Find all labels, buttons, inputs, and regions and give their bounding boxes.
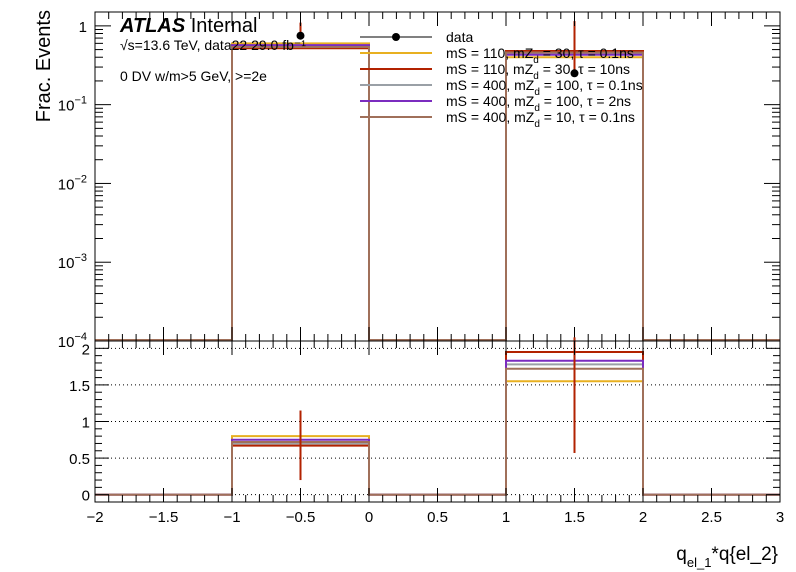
- legend-label-4: mS = 400, mZd = 100, τ = 2ns: [446, 93, 631, 114]
- x-axis-title: qel_1*q{el_2}: [676, 544, 778, 570]
- ratio-xtick-label-2: −1: [223, 509, 240, 526]
- atlas-label: ATLAS Internal: [119, 15, 257, 37]
- legend-label-sub: d: [534, 87, 540, 98]
- legend-label-main: mS = 110, mZ: [446, 61, 534, 77]
- legend-label-5: mS = 400, mZd = 10, τ = 0.1ns: [446, 109, 635, 130]
- ratio-xtick-label-6: 1: [502, 509, 510, 526]
- legend-label-main: mS = 400, mZ: [446, 77, 535, 93]
- ratio-ytick-label-1: 0.5: [69, 451, 90, 468]
- atlas-word: ATLAS: [119, 15, 186, 37]
- legend-marker-point-0: [392, 33, 400, 41]
- legend-label-sub: d: [534, 119, 540, 130]
- top-panel: 110−110−210−310−4: [58, 11, 781, 351]
- ratio-xtick-label-1: −1.5: [149, 509, 179, 526]
- ratio-xtick-label-10: 3: [776, 509, 784, 526]
- internal-word: Internal: [191, 15, 258, 37]
- top-ytick-exponent: −3: [74, 252, 87, 264]
- legend-label-sub: d: [534, 103, 540, 114]
- legend-label-0: data: [446, 29, 473, 45]
- ratio-ytick-label-4: 2: [82, 341, 90, 358]
- ratio-xtick-label-9: 2.5: [701, 509, 722, 526]
- top-ytick-label-0: 1: [79, 19, 87, 36]
- legend-label-rest: = 10, τ = 0.1ns: [540, 109, 635, 125]
- top-ytick-label-1: 10−1: [58, 95, 87, 115]
- top-ytick-exponent: −1: [74, 95, 87, 107]
- legend-label-rest: = 100, τ = 0.1ns: [540, 77, 643, 93]
- top-ytick-label-2: 10−2: [58, 173, 87, 193]
- legend-label-main: mS = 400, mZ: [446, 109, 535, 125]
- legend-label-sub: d: [533, 55, 539, 66]
- legend-label-rest: = 30, τ = 0.1ns: [539, 45, 634, 61]
- x-axis-title-sub: el_1: [687, 555, 712, 570]
- legend-label-main: mS = 400, mZ: [446, 93, 535, 109]
- top-axes: 110−110−210−310−4: [58, 11, 781, 351]
- ratio-xtick-label-3: −0.5: [286, 509, 316, 526]
- legend-label-rest: = 30, τ = 10ns: [539, 61, 630, 77]
- top-ytick-base: 10: [58, 334, 75, 351]
- selection-label: 0 DV w/m>5 GeV, >=2e: [120, 68, 267, 84]
- top-ytick-base: 1: [79, 19, 87, 36]
- y-axis-title: Frac. Events: [33, 10, 55, 122]
- legend-label-main: mS = 110, mZ: [446, 45, 534, 61]
- legend-label-2: mS = 110, mZd = 30, τ = 10ns: [446, 61, 630, 82]
- ratio-ytick-label-3: 1.5: [69, 378, 90, 395]
- data-point-1: [570, 69, 579, 78]
- ratio-axes: 0 0.5 1 1.5 2 −2 −1.5 −1 −0.5 0 0.5 1 1.5 2 2.5 3: [69, 340, 784, 526]
- ratio-ytick-label-2: 1: [82, 415, 90, 432]
- ratio-ytick-label-0: 0: [82, 488, 90, 505]
- legend-label-3: mS = 400, mZd = 100, τ = 0.1ns: [446, 77, 643, 98]
- top-ytick-base: 10: [58, 176, 75, 193]
- energy-label: √s=13.6 TeV, data22 29.0 fb⁻¹: [120, 37, 306, 53]
- ratio-xtick-label-7: 1.5: [564, 509, 585, 526]
- top-ytick-base: 10: [58, 255, 75, 272]
- legend-label-sub: d: [533, 71, 539, 82]
- top-ytick-base: 10: [58, 98, 75, 115]
- ratio-xtick-label-0: −2: [86, 509, 103, 526]
- ratio-panel: 0 0.5 1 1.5 2 −2 −1.5 −1 −0.5 0 0.5 1 1.5 2 2.5 3: [69, 337, 784, 526]
- ratio-xtick-label-4: 0: [365, 509, 373, 526]
- top-ytick-exponent: −4: [74, 331, 87, 343]
- top-ytick-label-4: 10−4: [58, 331, 87, 351]
- ratio-xtick-label-5: 0.5: [427, 509, 448, 526]
- legend-label-1: mS = 110, mZd = 30, τ = 0.1ns: [446, 45, 634, 66]
- legend-label-rest: = 100, τ = 2ns: [540, 93, 631, 109]
- data-point-0: [296, 31, 305, 40]
- top-ytick-exponent: −2: [74, 173, 87, 185]
- top-ytick-label-3: 10−3: [58, 252, 87, 272]
- ratio-xtick-label-8: 2: [639, 509, 647, 526]
- legend-label-main: data: [446, 29, 473, 45]
- x-axis-title-rest: *q{el_2}: [711, 544, 778, 565]
- x-axis-title-main: q: [676, 544, 687, 565]
